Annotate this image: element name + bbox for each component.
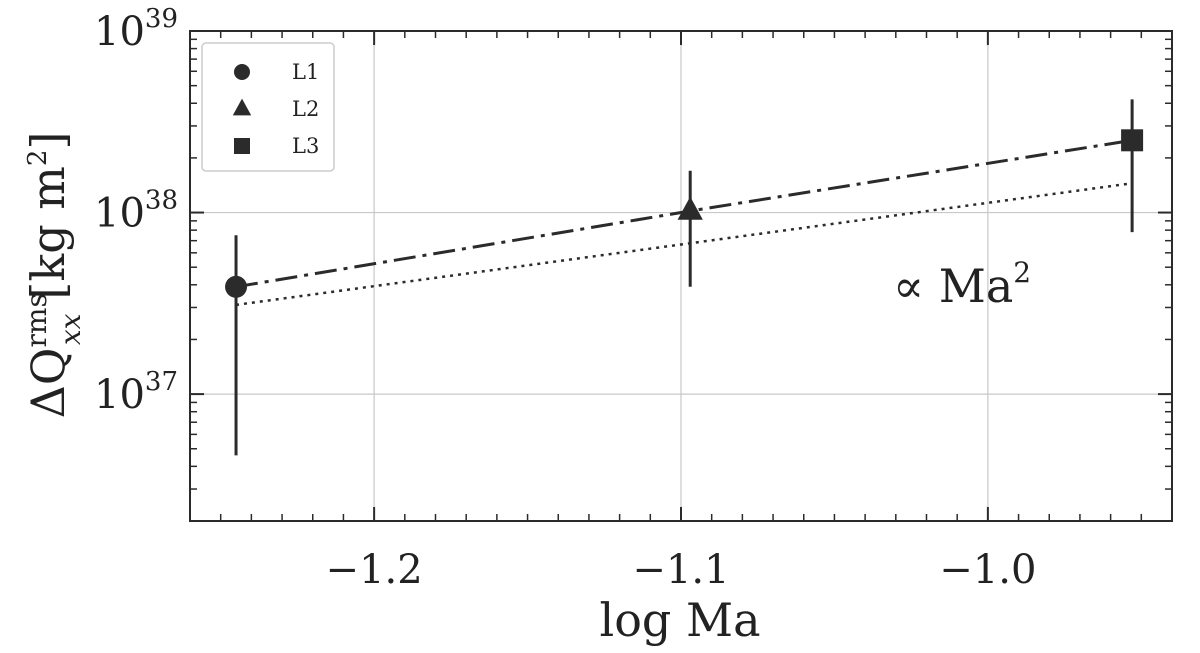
dotted-line <box>235 182 1133 307</box>
y-tick-label: 1037 <box>94 367 178 418</box>
proportionality-annotation: ∝ Ma2 <box>893 256 1031 313</box>
legend-label-L3: L3 <box>292 134 319 158</box>
legend-label-L1: L1 <box>292 60 319 84</box>
error-bars <box>234 99 1134 456</box>
y-label-sub: xx <box>54 313 87 345</box>
legend-marker-L1 <box>234 64 250 80</box>
y-tick-label: 1039 <box>94 4 178 55</box>
legend-marker-L2 <box>232 98 252 116</box>
legend-marker-L3 <box>234 138 250 154</box>
marker-L2 <box>677 196 703 220</box>
annotation-sup: 2 <box>1013 256 1031 289</box>
data-markers <box>225 129 1144 298</box>
x-tick-label: −1.2 <box>326 547 423 593</box>
marker-L3 <box>1121 129 1144 152</box>
marker-L1 <box>225 275 248 298</box>
y-label-units-sup: 2 <box>23 150 53 167</box>
x-tick-label: −1.0 <box>939 547 1036 593</box>
y-label-units: [kg m <box>21 166 75 300</box>
y-label-sup: rms <box>20 293 53 347</box>
x-axis-label: log Ma <box>600 593 761 647</box>
y-axis-label: ΔQrmsxx [kg m2] <box>20 132 87 419</box>
y-tick-label: 1038 <box>94 186 178 237</box>
legend-label-L2: L2 <box>292 97 319 121</box>
y-label-base: ΔQ <box>21 347 75 418</box>
y-ticks: 1037 1038 1039 <box>94 4 1172 522</box>
legend: L1 L2 L3 <box>201 42 335 172</box>
x-ticks: −1.2 −1.1 −1.0 <box>189 31 1173 593</box>
y-label-units-end: ] <box>21 132 75 150</box>
annotation-text: ∝ Ma <box>893 259 1013 313</box>
legend-entries: L1 L2 L3 <box>232 60 319 158</box>
x-tick-label: −1.1 <box>632 547 729 593</box>
